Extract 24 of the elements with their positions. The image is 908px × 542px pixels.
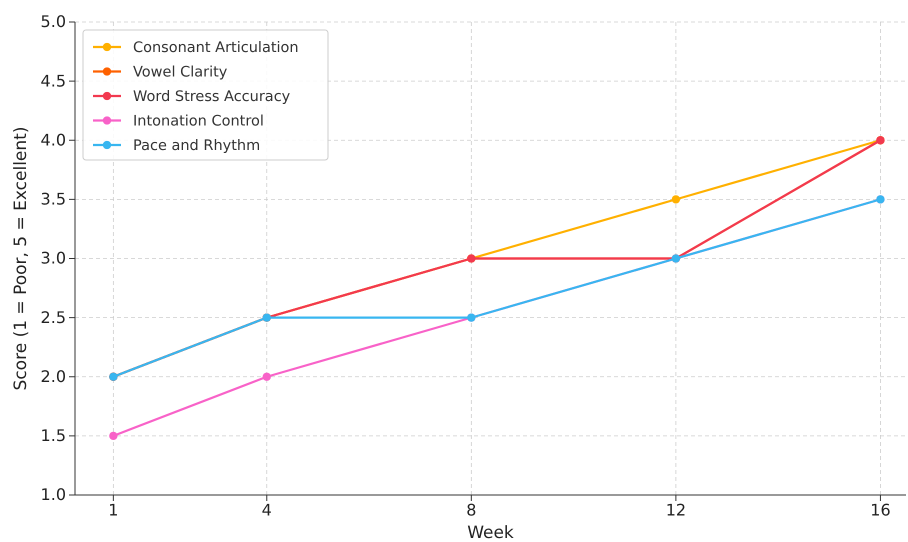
y-tick-label: 2.0 [40, 366, 66, 386]
legend-label: Consonant Articulation [133, 40, 299, 56]
point [672, 195, 680, 204]
point [109, 432, 118, 440]
x-tick-label: 8 [466, 500, 476, 520]
point [262, 372, 271, 381]
legend-label: Pace and Rhythm [133, 138, 260, 154]
x-tick-label: 1 [108, 500, 118, 520]
legend-label: Word Stress Accuracy [133, 89, 291, 105]
x-axis-title: Week [467, 523, 514, 542]
y-tick-label: 4.5 [40, 71, 66, 90]
y-tick-label: 3.5 [40, 189, 66, 208]
y-tick-label: 1.0 [40, 485, 66, 504]
y-tick-label: 1.5 [40, 426, 66, 445]
y-tick-label: 2.5 [40, 308, 66, 327]
legend-label: Vowel Clarity [133, 64, 228, 80]
x-tick-label: 12 [666, 500, 686, 520]
x-tick-label: 16 [870, 500, 891, 520]
legend-label: Intonation Control [133, 114, 264, 130]
y-axis-title: Score (1 = Poor, 5 = Excellent) [11, 126, 31, 390]
y-tick-label: 4.0 [40, 130, 66, 150]
y-tick-label: 5.0 [40, 12, 66, 32]
x-tick-label: 4 [262, 500, 272, 520]
y-tick-label: 3.0 [40, 248, 66, 268]
